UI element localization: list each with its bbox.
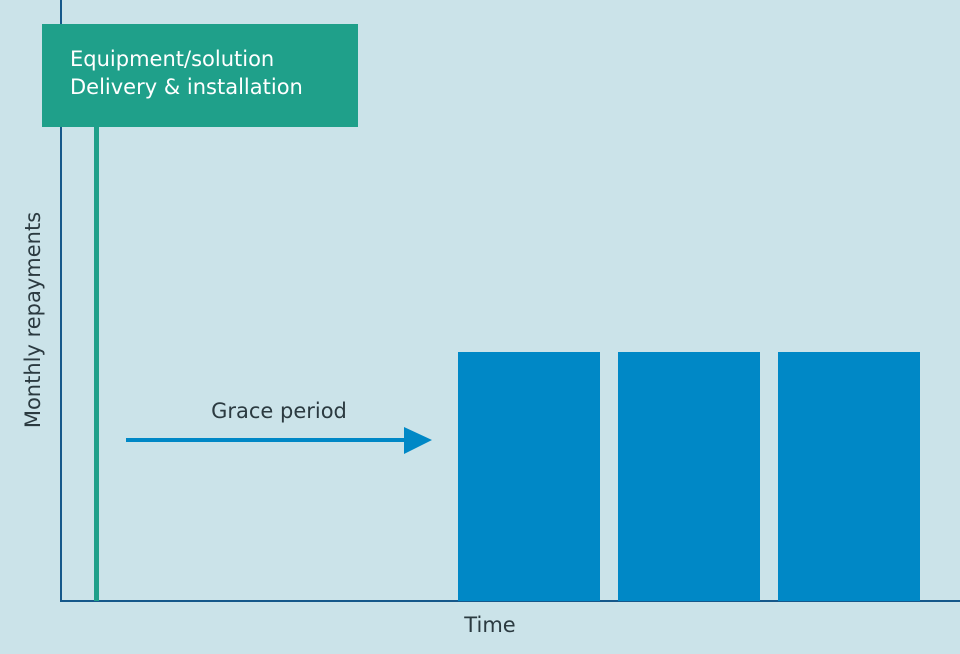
milestone-text: Equipment/solution <box>70 47 274 71</box>
repayment-block <box>618 352 760 601</box>
repayment-block <box>778 352 920 601</box>
repayment-block <box>458 352 600 601</box>
milestone-line <box>94 120 99 601</box>
x-axis-label: Time <box>463 613 515 637</box>
milestone-box <box>42 24 358 127</box>
arrow-head <box>404 427 432 454</box>
y-axis-label: Monthly repayments <box>21 212 45 428</box>
milestone-text: Delivery & installation <box>70 75 303 99</box>
annotation: Grace period <box>211 399 347 423</box>
